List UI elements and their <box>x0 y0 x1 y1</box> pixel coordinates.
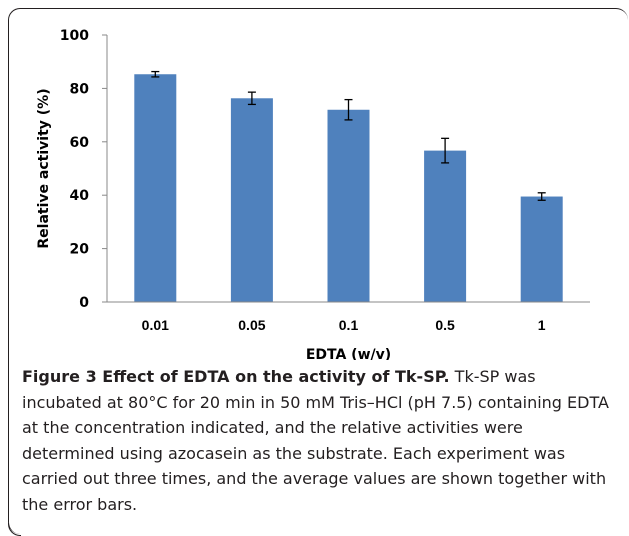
y-tick-label: 60 <box>70 135 90 151</box>
x-tick-label: 0.1 <box>339 317 359 333</box>
y-tick-label: 20 <box>70 242 90 258</box>
bar-chart: 0 20 40 60 80 100 0.01 0.05 0.1 0.5 1 Relative ac… <box>36 28 590 360</box>
caption-title: Figure 3 Effect of EDTA on the activity … <box>22 367 450 386</box>
y-tick: 80 <box>70 81 107 97</box>
error-bar-1 <box>537 192 546 201</box>
bar-0.1 <box>327 109 370 302</box>
y-axis: 0 20 40 60 80 100 <box>60 28 107 311</box>
x-axis-label: EDTA (w/v) <box>306 347 391 360</box>
bar-1 <box>520 196 563 302</box>
y-tick: 0 <box>79 295 107 311</box>
y-tick: 20 <box>70 242 107 258</box>
bar-0.5 <box>424 150 467 302</box>
y-tick-label: 80 <box>70 81 90 97</box>
error-bar-0.01 <box>151 70 160 78</box>
y-tick-label: 40 <box>70 188 90 204</box>
x-tick-label: 1 <box>538 317 546 333</box>
bar-0.05 <box>230 98 273 303</box>
bar-0.01 <box>134 74 177 303</box>
y-axis-label: Relative activity (%) <box>36 88 52 248</box>
x-tick-label: 0.01 <box>142 317 169 333</box>
x-axis: 0.01 0.05 0.1 0.5 1 <box>142 317 546 333</box>
figure-caption: Figure 3 Effect of EDTA on the activity … <box>22 364 620 517</box>
x-tick-label: 0.05 <box>238 317 265 333</box>
x-tick-label: 0.5 <box>435 317 455 333</box>
bars-group <box>134 70 563 303</box>
y-tick: 40 <box>70 188 107 204</box>
y-tick: 60 <box>70 135 107 151</box>
caption-body: Tk-SP was incubated at 80°C for 20 min i… <box>22 367 609 514</box>
y-tick: 100 <box>60 28 107 44</box>
error-bar-0.5 <box>441 137 450 164</box>
error-bar-0.1 <box>344 98 353 121</box>
y-tick-label: 100 <box>60 28 89 44</box>
error-bar-0.05 <box>247 91 256 106</box>
y-tick-label: 0 <box>79 295 89 311</box>
